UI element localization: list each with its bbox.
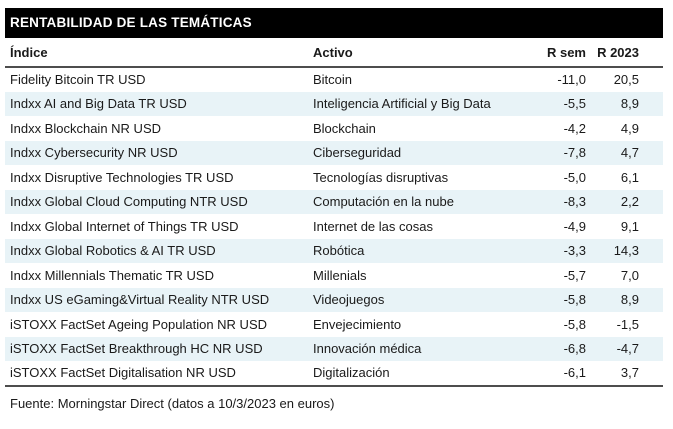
table-row: iSTOXX FactSet Ageing Population NR USD E… — [5, 312, 663, 337]
cell-r2023: 4,7 — [620, 145, 639, 161]
cell-activo: Inteligencia Artificial y Big Data — [313, 96, 491, 112]
cell-indice: iSTOXX FactSet Ageing Population NR USD — [10, 316, 267, 332]
cell-indice: Indxx Global Internet of Things TR USD — [10, 218, 239, 234]
cell-activo: Tecnologías disruptivas — [313, 169, 449, 185]
cell-r2023: 2,2 — [620, 194, 639, 210]
cell-activo: Videojuegos — [313, 292, 385, 308]
header-row: Índice Activo R sem R 2023 — [5, 38, 663, 68]
cell-r2023: 4,9 — [620, 120, 639, 136]
cell-rsem: -5,8 — [563, 316, 586, 332]
cell-r2023: 6,1 — [620, 169, 639, 185]
cell-indice: Indxx AI and Big Data TR USD — [10, 96, 187, 112]
cell-rsem: -6,1 — [563, 365, 586, 381]
cell-activo: Envejecimiento — [313, 316, 402, 332]
table-title: RENTABILIDAD DE LAS TEMÁTICAS — [10, 15, 252, 30]
cell-r2023: 8,9 — [620, 292, 639, 308]
cell-r2023: 3,7 — [620, 365, 639, 381]
cell-indice: Indxx Blockchain NR USD — [10, 120, 161, 136]
cell-indice: iSTOXX FactSet Breakthrough HC NR USD — [10, 341, 263, 357]
cell-r2023: -4,7 — [616, 341, 639, 357]
cell-r2023: 8,9 — [620, 96, 639, 112]
cell-r2023: 9,1 — [620, 218, 639, 234]
table-row: Indxx Cybersecurity NR USD Ciberseguridad… — [5, 140, 663, 165]
cell-indice: Indxx US eGaming&Virtual Reality NTR USD — [10, 292, 270, 308]
cell-activo: Millenials — [313, 267, 367, 283]
table-row: Indxx Disruptive Technologies TR USD Tecn… — [5, 165, 663, 190]
table-body: Fidelity Bitcoin TR USD Bitcoin -11,0 20,5 I… — [5, 67, 663, 386]
table-row: Indxx Millennials Thematic TR USD Milleni… — [5, 263, 663, 288]
cell-activo: Bitcoin — [313, 72, 353, 88]
cell-activo: Robótica — [313, 243, 365, 259]
cell-r2023: 7,0 — [620, 267, 639, 283]
cell-activo: Internet de las cosas — [313, 218, 433, 234]
thematics-report: RENTABILIDAD DE LAS TEMÁTICAS Índice Act… — [5, 8, 663, 411]
table-row: Indxx Blockchain NR USD Blockchain -4,2 4,9 — [5, 116, 663, 141]
cell-rsem: -5,7 — [563, 267, 586, 283]
cell-rsem: -5,0 — [563, 169, 586, 185]
cell-rsem: -7,8 — [563, 145, 586, 161]
cell-indice: Fidelity Bitcoin TR USD — [10, 72, 146, 88]
cell-indice: iSTOXX FactSet Digitalisation NR USD — [10, 365, 236, 381]
col-header-r2023: R 2023 — [586, 38, 663, 68]
cell-rsem: -6,8 — [563, 341, 586, 357]
table-row: Indxx Global Robotics & AI TR USD Robótic… — [5, 238, 663, 263]
cell-r2023: -1,5 — [616, 316, 639, 332]
cell-activo: Blockchain — [313, 120, 376, 136]
cell-activo: Digitalización — [313, 365, 390, 381]
cell-r2023: 20,5 — [613, 72, 639, 88]
cell-rsem: -5,5 — [563, 96, 586, 112]
cell-rsem: -5,8 — [563, 292, 586, 308]
col-header-rsem: R sem — [538, 38, 586, 68]
table-row: iSTOXX FactSet Digitalisation NR USD Digi… — [5, 361, 663, 386]
cell-activo: Ciberseguridad — [313, 145, 402, 161]
col-header-indice: Índice — [5, 38, 313, 68]
table-row: Indxx Global Internet of Things TR USD In… — [5, 214, 663, 239]
cell-rsem: -4,2 — [563, 120, 586, 136]
cell-rsem: -11,0 — [557, 72, 586, 88]
table-row: Indxx US eGaming&Virtual Reality NTR USD… — [5, 287, 663, 312]
table-title-bar: RENTABILIDAD DE LAS TEMÁTICAS — [5, 8, 663, 38]
cell-r2023: 14,3 — [613, 243, 639, 259]
table-row: iSTOXX FactSet Breakthrough HC NR USD Inn… — [5, 336, 663, 361]
cell-rsem: -3,3 — [563, 243, 586, 259]
col-header-activo: Activo — [313, 38, 538, 68]
cell-indice: Indxx Global Robotics & AI TR USD — [10, 243, 216, 259]
cell-indice: Indxx Disruptive Technologies TR USD — [10, 169, 234, 185]
source-note: Fuente: Morningstar Direct (datos a 10/3… — [10, 395, 335, 411]
cell-indice: Indxx Cybersecurity NR USD — [10, 145, 178, 161]
cell-rsem: -8,3 — [563, 194, 586, 210]
cell-indice: Indxx Global Cloud Computing NTR USD — [10, 194, 248, 210]
table-row: Indxx AI and Big Data TR USD Inteligencia… — [5, 91, 663, 116]
cell-indice: Indxx Millennials Thematic TR USD — [10, 267, 214, 283]
table-row: Fidelity Bitcoin TR USD Bitcoin -11,0 20,5 — [5, 67, 663, 92]
cell-activo: Innovación médica — [313, 341, 422, 357]
cell-activo: Computación en la nube — [313, 194, 454, 210]
table-row: Indxx Global Cloud Computing NTR USD Comp… — [5, 189, 663, 214]
cell-rsem: -4,9 — [563, 218, 586, 234]
thematics-table: Índice Activo R sem R 2023 Fidelity Bitc… — [5, 38, 663, 387]
